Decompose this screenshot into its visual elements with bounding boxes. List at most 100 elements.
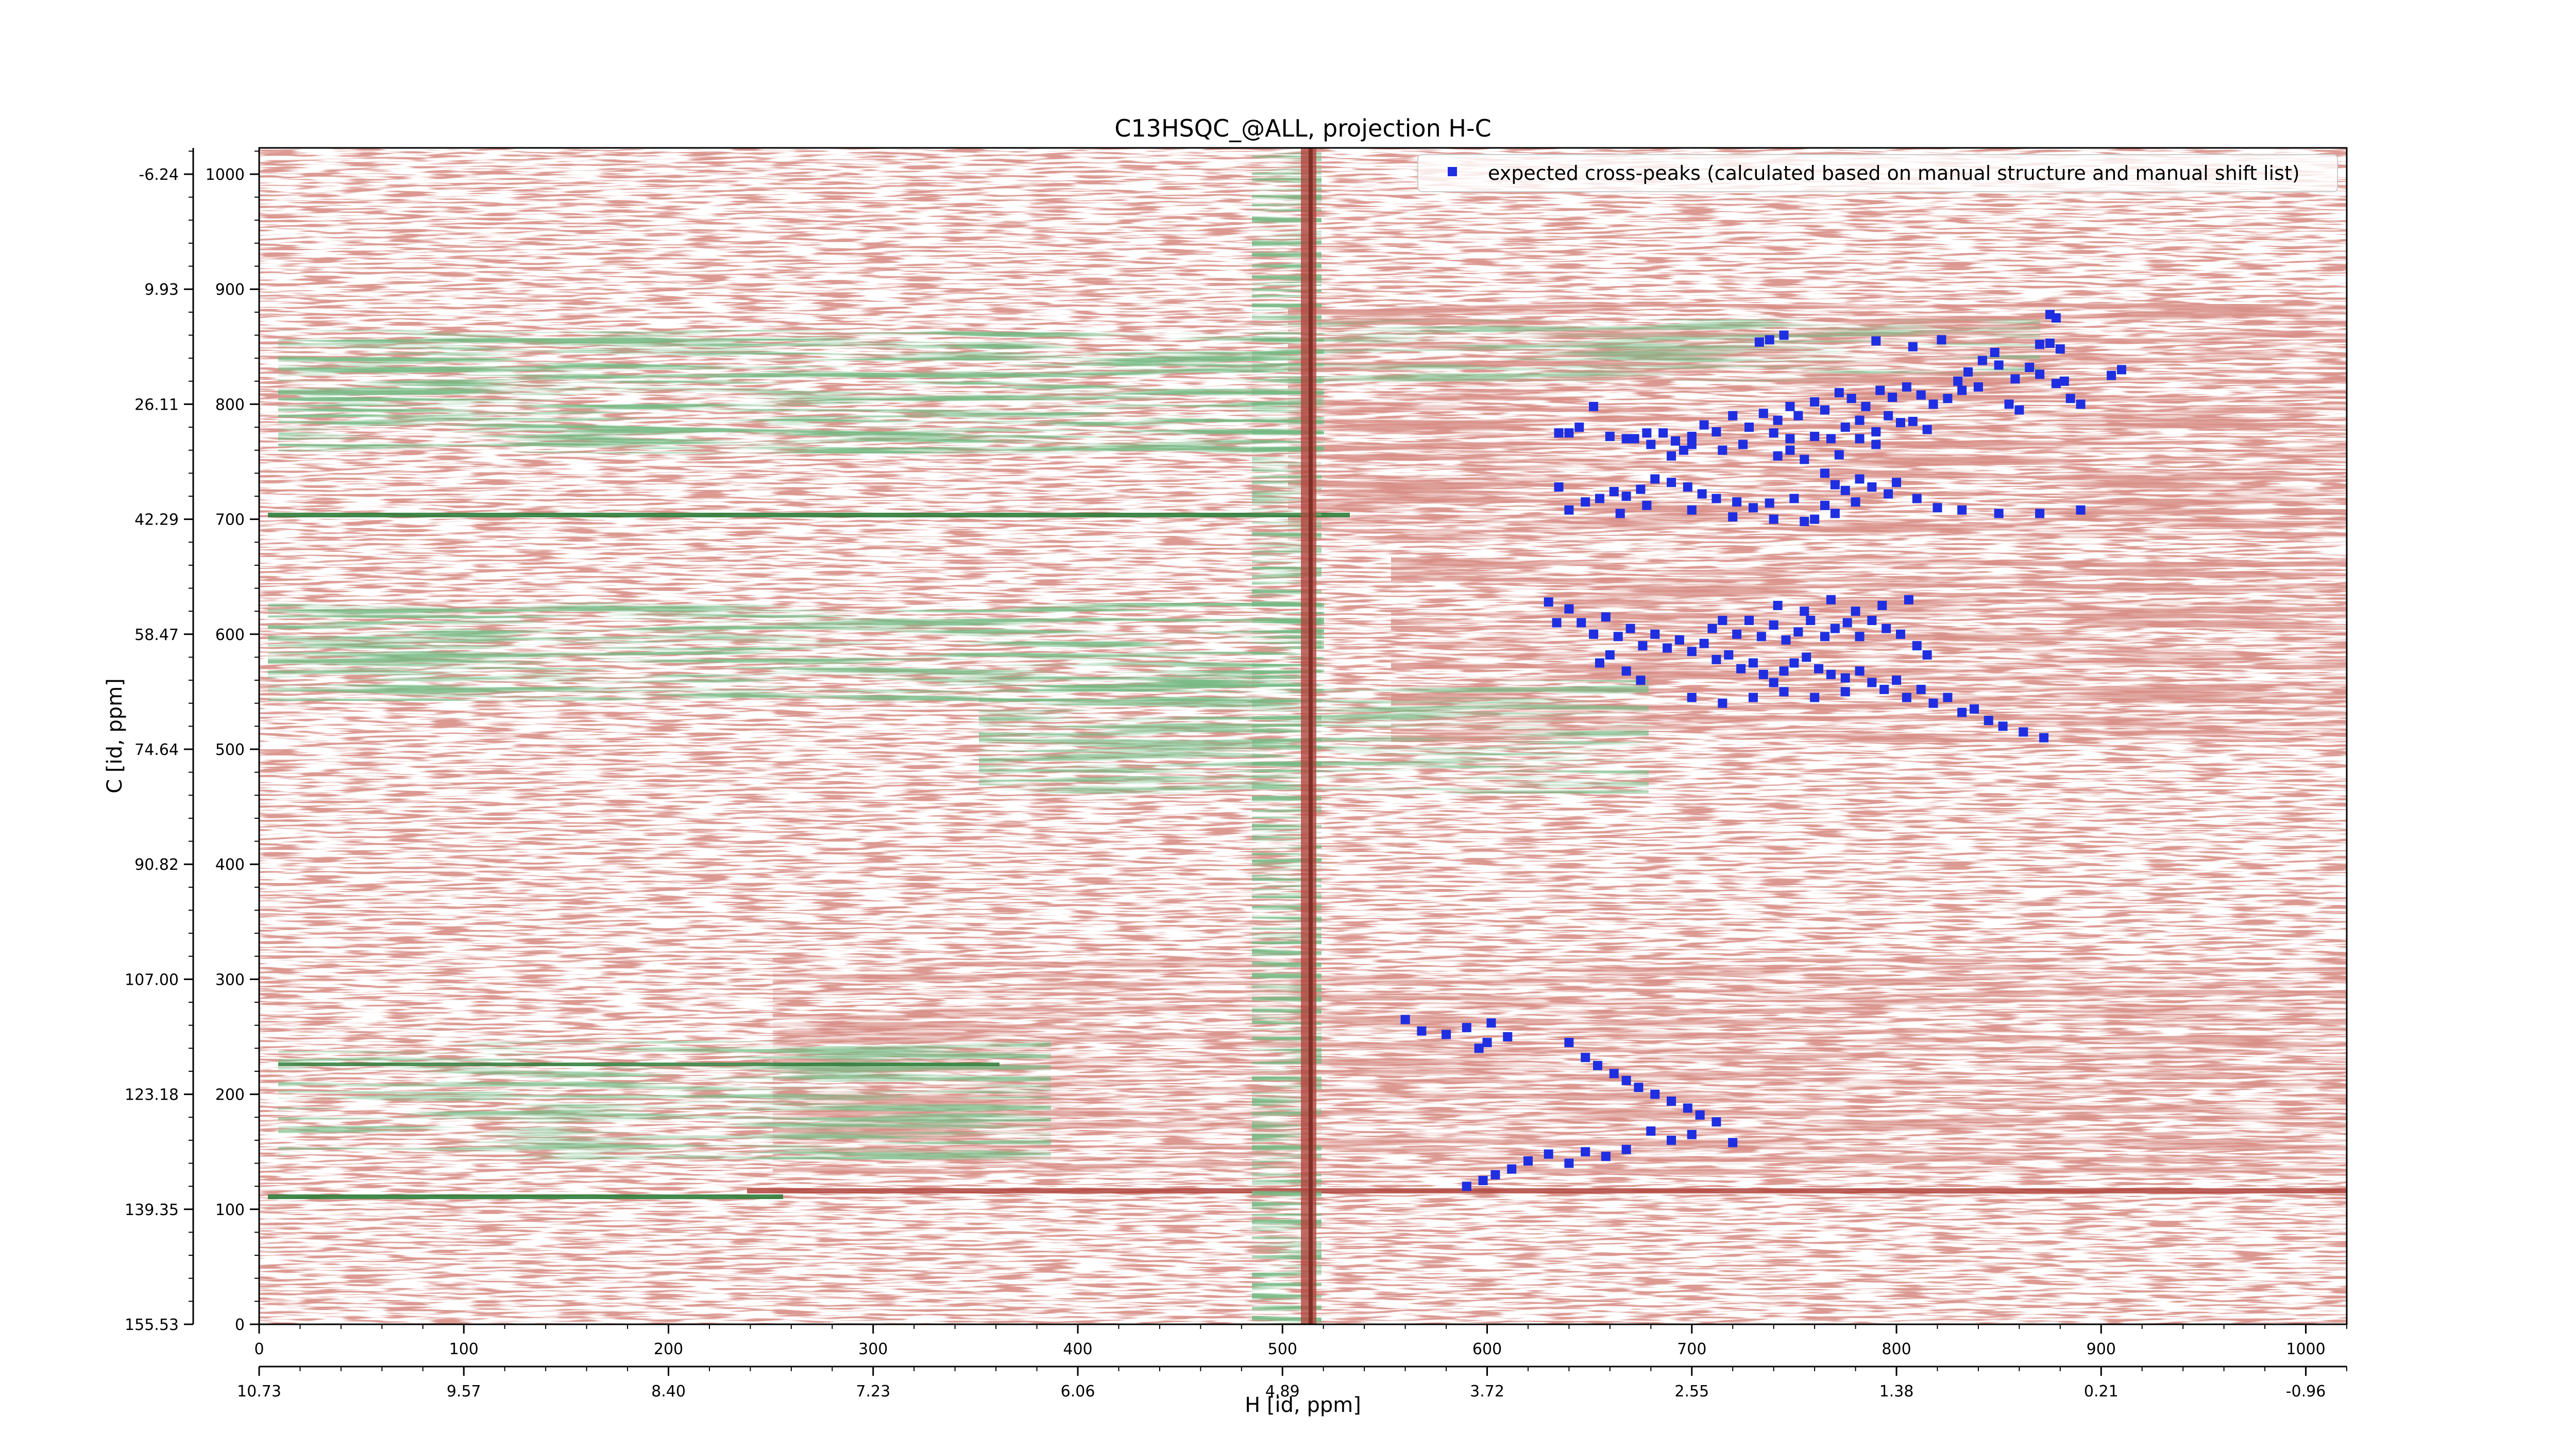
cross-peak-point xyxy=(1994,360,2004,370)
cross-peak-point xyxy=(1683,482,1692,492)
cross-peak-point xyxy=(1400,1015,1410,1024)
cross-peak-point xyxy=(2039,733,2049,743)
cross-peak-point xyxy=(1902,693,1911,702)
cross-peak-point xyxy=(1904,595,1913,604)
cross-peak-point xyxy=(1851,606,1860,616)
cross-peak-point xyxy=(1912,494,1922,503)
cross-peak-point xyxy=(1840,485,1850,495)
cross-peak-point xyxy=(1810,514,1820,524)
cross-peak-point xyxy=(1943,394,1953,403)
cross-peak-point xyxy=(1613,632,1623,642)
legend-label: expected cross-peaks (calculated based o… xyxy=(1488,162,2300,184)
cross-peak-point xyxy=(1417,1026,1427,1036)
cross-peak-point xyxy=(1785,434,1795,444)
cross-peak-point xyxy=(1814,664,1824,673)
cross-peak-point xyxy=(1636,484,1646,494)
cross-peak-point xyxy=(1769,514,1778,524)
cross-peak-point xyxy=(1554,428,1564,438)
x-tick-label: 900 xyxy=(2087,1340,2116,1358)
positive-line-b xyxy=(278,1063,999,1066)
cross-peak-point xyxy=(1994,509,2004,518)
x-tick-label: 600 xyxy=(1472,1340,1502,1358)
cross-peak-point xyxy=(1840,423,1850,432)
cross-peak-point xyxy=(1789,494,1799,503)
positive-band-aromatic xyxy=(278,1041,1051,1159)
y-tick-label: 200 xyxy=(215,1086,245,1104)
y-tick-label: 1000 xyxy=(206,166,245,184)
cross-peak-point xyxy=(2107,370,2116,380)
cross-peak-point xyxy=(1595,494,1605,503)
y-ppm-tick-label: 26.11 xyxy=(134,396,179,414)
cross-peak-point xyxy=(1902,382,1911,392)
cross-peak-point xyxy=(1707,624,1717,633)
cross-peak-point xyxy=(1957,707,1967,717)
cross-peak-point xyxy=(1634,1083,1643,1092)
cross-peak-point xyxy=(1577,618,1586,628)
cross-peak-point xyxy=(1687,431,1697,441)
cross-peak-point xyxy=(1758,669,1768,679)
cross-peak-point xyxy=(1744,616,1754,626)
cross-peak-point xyxy=(1806,616,1816,626)
y-tick-label: 700 xyxy=(215,511,245,529)
cross-peak-point xyxy=(1754,337,1764,347)
y-tick-label: 600 xyxy=(215,626,245,644)
cross-peak-point xyxy=(1830,509,1840,518)
x-ppm-tick-label: -0.96 xyxy=(2286,1383,2326,1401)
cross-peak-point xyxy=(1486,1018,1496,1028)
cross-peak-point xyxy=(1756,632,1766,642)
cross-peak-point xyxy=(1769,678,1778,687)
x-tick-label: 800 xyxy=(1882,1340,1911,1358)
cross-peak-point xyxy=(1957,505,1967,515)
x-ppm-tick-label: 3.72 xyxy=(1470,1383,1504,1401)
cross-peak-point xyxy=(1687,693,1697,702)
x-ppm-tick-label: 8.40 xyxy=(651,1383,686,1401)
cross-peak-point xyxy=(1679,445,1688,455)
cross-peak-point xyxy=(1820,405,1829,415)
cross-peak-point xyxy=(2055,344,2065,354)
cross-peak-point xyxy=(1820,468,1829,478)
cross-peak-point xyxy=(1718,616,1727,626)
cross-peak-point xyxy=(1765,335,1774,345)
cross-peak-point xyxy=(1789,658,1799,668)
x-tick-label: 200 xyxy=(654,1340,683,1358)
cross-peak-point xyxy=(1671,436,1681,446)
cross-peak-point xyxy=(2010,374,2020,384)
cross-peak-point xyxy=(1908,342,1918,351)
x-ppm-tick-label: 0.21 xyxy=(2084,1383,2119,1401)
cross-peak-point xyxy=(1826,669,1836,679)
cross-peak-point xyxy=(1785,401,1795,411)
cross-peak-point xyxy=(1744,423,1754,432)
cross-peak-point xyxy=(1916,390,1926,400)
cross-peak-point xyxy=(1773,451,1783,461)
cross-peak-point xyxy=(1646,1126,1656,1136)
cross-peak-point xyxy=(1581,1147,1590,1157)
cross-peak-point xyxy=(1728,1138,1738,1148)
y-tick-label: 100 xyxy=(215,1201,245,1219)
cross-peak-point xyxy=(1861,401,1871,411)
cross-peak-point xyxy=(1728,512,1738,522)
y-ppm-tick-label: -6.24 xyxy=(139,166,179,184)
x-tick-label: 0 xyxy=(254,1340,264,1358)
cross-peak-point xyxy=(1933,503,1942,513)
cross-peak-point xyxy=(1667,451,1676,461)
negative-line-bottom xyxy=(747,1188,2347,1193)
contour-layer xyxy=(259,148,2347,1324)
cross-peak-point xyxy=(1523,1156,1533,1166)
cross-peak-point xyxy=(1554,482,1564,492)
cross-peak-point xyxy=(1650,474,1660,484)
x-tick-label: 100 xyxy=(449,1340,479,1358)
y-tick-label: 300 xyxy=(215,971,245,989)
cross-peak-point xyxy=(1781,635,1791,645)
cross-peak-point xyxy=(1888,393,1897,402)
cross-peak-point xyxy=(1963,367,1973,377)
cross-peak-point xyxy=(1574,423,1584,432)
cross-peak-point xyxy=(1544,597,1553,607)
cross-peak-point xyxy=(1621,1075,1631,1085)
cross-peak-point xyxy=(1699,638,1709,648)
cross-peak-point xyxy=(1840,673,1850,683)
cross-peak-point xyxy=(1820,632,1829,642)
cross-peak-point xyxy=(1937,335,1946,345)
cross-peak-point xyxy=(1779,687,1789,697)
